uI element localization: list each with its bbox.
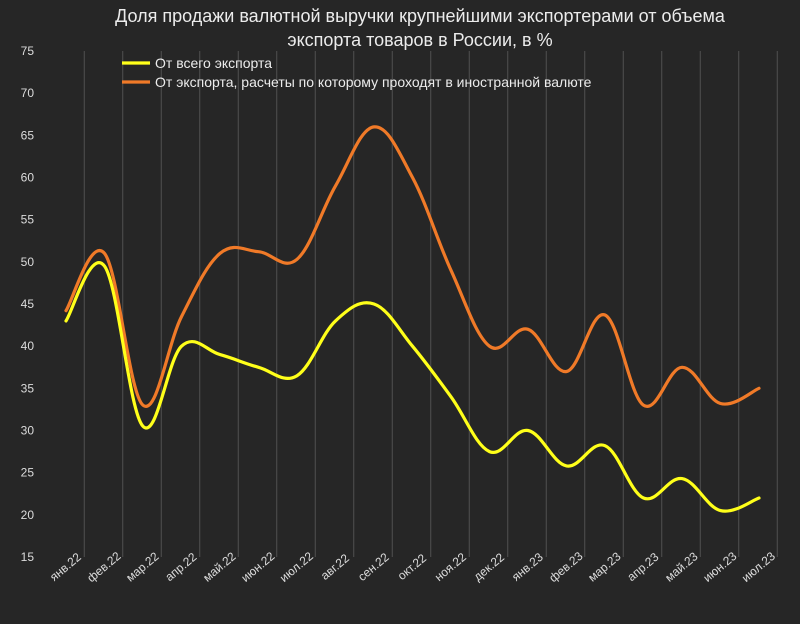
y-tick-label: 65 [21,128,35,142]
y-tick-label: 75 [21,44,35,58]
y-tick-label: 60 [21,171,35,185]
y-tick-label: 25 [21,466,35,480]
x-tick-label: мар.23 [585,549,624,585]
series-line-total-export [64,261,761,513]
grid-lines [83,51,778,557]
legend-label: От экспорта, расчеты по которому проходя… [155,74,592,90]
y-tick-label: 30 [21,424,35,438]
x-tick-label: апр.22 [162,550,199,584]
x-tick-label: дек.22 [471,550,508,584]
series-line-fx-export [64,125,761,408]
legend-label: От всего экспорта [155,55,272,71]
y-axis-ticks: 15 20 25 30 35 40 45 50 55 60 65 70 75 [21,44,35,564]
x-tick-label: июл.22 [277,549,316,585]
y-tick-label: 40 [21,339,35,353]
x-tick-label: июл.23 [739,549,778,585]
x-tick-label: ноя.22 [432,550,469,584]
x-tick-label: авг.22 [318,551,352,583]
y-tick-label: 55 [21,213,35,227]
x-axis-ticks: янв.22 фев.22 мар.22 апр.22 май.22 июн.22 июл.… [47,549,778,585]
x-tick-label: фев.23 [546,549,586,585]
x-tick-label: сен.22 [355,550,392,584]
x-tick-label: июн.22 [238,549,277,585]
series-lines [64,125,761,513]
x-tick-label: окт.22 [395,551,429,583]
y-tick-label: 70 [21,86,35,100]
chart-title: Доля продажи валютной выручки крупнейшим… [115,6,725,50]
x-tick-label: апр.23 [624,550,661,584]
legend: От всего экспорта От экспорта, расчеты по… [122,55,592,90]
x-tick-label: фев.22 [84,549,124,585]
y-tick-label: 50 [21,255,35,269]
x-tick-label: май.23 [662,549,701,585]
y-tick-label: 20 [21,508,35,522]
y-tick-label: 45 [21,297,35,311]
x-tick-label: янв.23 [509,550,546,584]
y-tick-label: 15 [21,550,35,564]
y-tick-label: 35 [21,381,35,395]
x-tick-label: янв.22 [47,550,84,584]
x-tick-label: мар.22 [123,549,162,585]
x-tick-label: июн.23 [700,549,739,585]
x-tick-label: май.22 [200,549,239,585]
